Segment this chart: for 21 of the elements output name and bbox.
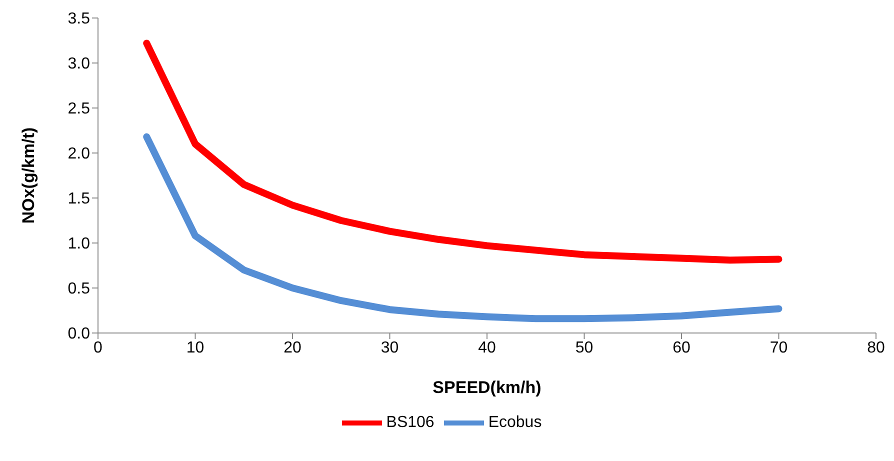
x-tick-label: 80	[867, 339, 885, 356]
y-tick-label: 2.0	[68, 146, 90, 163]
y-tick-label: 2.5	[68, 100, 90, 118]
x-tick-label: 70	[770, 339, 788, 356]
legend-label: BS106	[386, 414, 434, 432]
y-tick-label: 1.0	[68, 236, 90, 253]
y-tick-label: 0.5	[68, 280, 90, 298]
y-axis-title: NOx(g/km/t)	[19, 127, 38, 224]
x-tick-label: 20	[284, 339, 302, 356]
x-tick-label: 60	[672, 339, 690, 356]
x-tick-label: 50	[575, 339, 594, 356]
y-tick-label: 0.0	[68, 326, 90, 343]
legend-label: Ecobus	[488, 414, 542, 432]
x-tick-label: 0	[94, 339, 103, 356]
x-axis-title: SPEED(km/h)	[432, 378, 542, 397]
y-tick-label: 3.5	[68, 10, 90, 28]
x-tick-label: 40	[478, 339, 496, 356]
y-tick-label: 1.5	[68, 190, 90, 208]
y-tick-label: 3.0	[68, 56, 90, 73]
x-tick-label: 10	[186, 339, 204, 356]
x-tick-label: 30	[380, 339, 399, 356]
